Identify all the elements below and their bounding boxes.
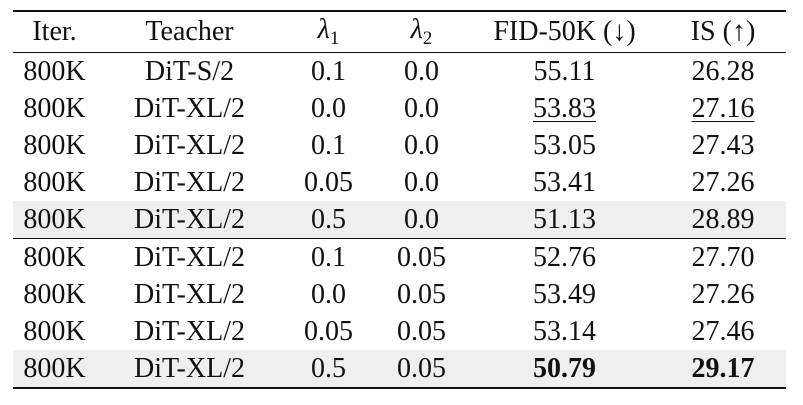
- header-fid: FID-50K (↓): [493, 16, 636, 47]
- cell-iter: 800K: [23, 55, 86, 87]
- cell-fid: 55.11: [533, 55, 596, 87]
- cell-teacher: DiT-XL/2: [134, 241, 245, 273]
- cell-fid: 52.76: [533, 241, 596, 273]
- cell-is: 27.70: [691, 241, 755, 273]
- table-row: 800K DiT-XL/2 0.1 0.0 53.05 27.43: [13, 127, 786, 164]
- cell-teacher: DiT-XL/2: [134, 315, 245, 347]
- header-lambda1: λ1: [283, 11, 374, 53]
- cell-is: 27.26: [691, 166, 755, 198]
- cell-fid: 53.83: [469, 90, 660, 127]
- cell-lambda1: 0.1: [311, 129, 346, 161]
- cell-fid: 51.13: [469, 201, 660, 239]
- results-table: Iter. Teacher λ1 λ2 FID-50K (↓) IS (↑) 8…: [13, 10, 786, 389]
- cell-lambda1: 0.5: [283, 201, 374, 239]
- cell-lambda1: 0.1: [311, 241, 346, 273]
- header-iter: Iter.: [32, 16, 77, 47]
- table-group-b: 800K DiT-XL/2 0.1 0.05 52.76 27.70 800K …: [13, 238, 786, 388]
- lambda1-subscript: 1: [329, 28, 340, 49]
- cell-lambda1: 0.0: [311, 278, 346, 310]
- cell-is: 28.89: [660, 201, 786, 239]
- cell-fid: 53.14: [533, 315, 596, 347]
- lambda1-symbol: λ: [317, 14, 330, 45]
- cell-iter: 800K: [23, 166, 86, 198]
- cell-teacher: DiT-XL/2: [96, 350, 283, 388]
- cell-iter: 800K: [13, 201, 96, 239]
- cell-lambda2: 0.0: [404, 92, 439, 124]
- header-row: Iter. Teacher λ1 λ2 FID-50K (↓) IS (↑): [13, 11, 786, 53]
- header-lambda2: λ2: [374, 11, 469, 53]
- cell-lambda1: 0.05: [304, 166, 353, 198]
- cell-fid: 53.41: [533, 166, 596, 198]
- is-second-best: 27.16: [691, 92, 755, 124]
- cell-iter: 800K: [13, 350, 96, 388]
- lambda2-subscript: 2: [422, 28, 433, 49]
- cell-teacher: DiT-XL/2: [134, 166, 245, 198]
- cell-lambda1: 0.1: [311, 55, 346, 87]
- header-teacher: Teacher: [145, 16, 234, 47]
- cell-iter: 800K: [23, 315, 86, 347]
- cell-lambda1: 0.0: [311, 92, 346, 124]
- cell-lambda2: 0.0: [404, 129, 439, 161]
- table-row-highlighted: 800K DiT-XL/2 0.5 0.05 50.79 29.17: [13, 350, 786, 388]
- cell-iter: 800K: [23, 129, 86, 161]
- cell-is: 27.46: [691, 315, 755, 347]
- cell-is: 27.26: [691, 278, 755, 310]
- cell-teacher: DiT-S/2: [144, 55, 235, 87]
- cell-is: 27.43: [691, 129, 755, 161]
- cell-iter: 800K: [23, 92, 86, 124]
- table-row: 800K DiT-S/2 0.1 0.0 55.11 26.28: [13, 53, 786, 91]
- lambda2-symbol: λ: [410, 14, 423, 45]
- cell-is-best: 29.17: [660, 350, 786, 388]
- cell-teacher: DiT-XL/2: [134, 92, 245, 124]
- table-row-highlighted: 800K DiT-XL/2 0.5 0.0 51.13 28.89: [13, 201, 786, 239]
- table-row: 800K DiT-XL/2 0.05 0.0 53.41 27.26: [13, 164, 786, 201]
- results-table-container: Iter. Teacher λ1 λ2 FID-50K (↓) IS (↑) 8…: [13, 10, 786, 394]
- cell-teacher: DiT-XL/2: [134, 278, 245, 310]
- cell-teacher: DiT-XL/2: [96, 201, 283, 239]
- cell-is: 27.16: [660, 90, 786, 127]
- cell-lambda2: 0.05: [397, 241, 446, 273]
- table-header: Iter. Teacher λ1 λ2 FID-50K (↓) IS (↑): [13, 11, 786, 53]
- table-row: 800K DiT-XL/2 0.05 0.05 53.14 27.46: [13, 313, 786, 350]
- cell-fid-best: 50.79: [469, 350, 660, 388]
- table-group-a: 800K DiT-S/2 0.1 0.0 55.11 26.28 800K Di…: [13, 53, 786, 239]
- fid-second-best: 53.83: [533, 92, 596, 124]
- cell-lambda1: 0.5: [283, 350, 374, 388]
- cell-lambda1: 0.05: [304, 315, 353, 347]
- cell-lambda2: 0.0: [404, 55, 439, 87]
- cell-teacher: DiT-XL/2: [134, 129, 245, 161]
- cell-lambda2: 0.0: [374, 201, 469, 239]
- cell-lambda2: 0.05: [397, 278, 446, 310]
- cell-fid: 53.49: [533, 278, 596, 310]
- table-row: 800K DiT-XL/2 0.1 0.05 52.76 27.70: [13, 238, 786, 277]
- cell-is: 26.28: [691, 55, 755, 87]
- cell-iter: 800K: [23, 278, 86, 310]
- cell-iter: 800K: [23, 241, 86, 273]
- cell-lambda2: 0.05: [397, 315, 446, 347]
- table-row: 800K DiT-XL/2 0.0 0.0 53.83 27.16: [13, 90, 786, 127]
- cell-lambda2: 0.0: [404, 166, 439, 198]
- table-row: 800K DiT-XL/2 0.0 0.05 53.49 27.26: [13, 276, 786, 313]
- cell-lambda2: 0.05: [374, 350, 469, 388]
- header-is: IS (↑): [690, 16, 756, 47]
- cell-fid: 53.05: [533, 129, 596, 161]
